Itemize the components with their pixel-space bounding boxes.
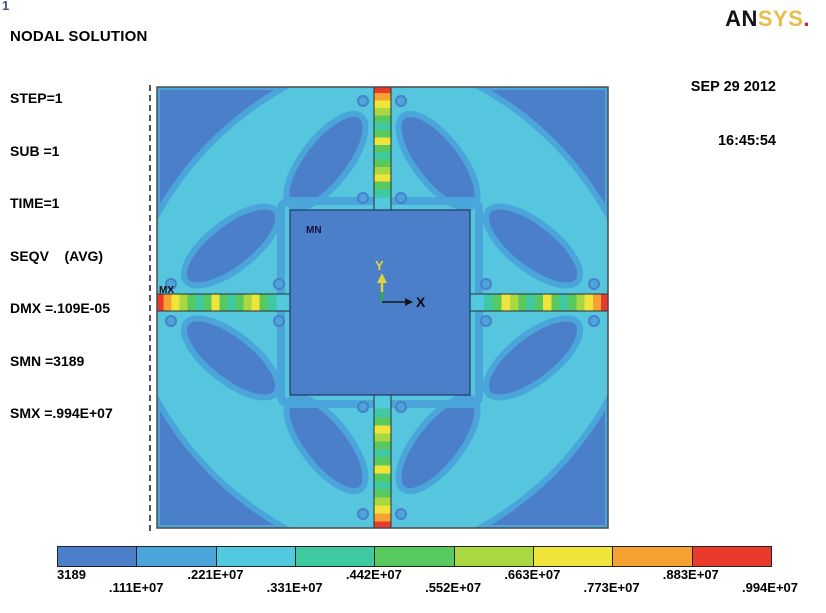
result-info-panel: STEP=1 SUB =1 TIME=1 SEQV (AVG) DMX =.10…: [10, 55, 113, 440]
info-step: STEP=1: [10, 90, 63, 106]
plot-border: [156, 86, 609, 529]
legend-segment: [137, 547, 217, 566]
corner-lobes: [157, 87, 608, 528]
beam-left: [157, 293, 291, 312]
legend-segment: [454, 547, 534, 566]
ansys-logo-an: AN: [725, 6, 758, 31]
result-header: NODAL SOLUTION: [10, 28, 148, 45]
junction-holes: [165, 95, 600, 520]
info-smx: SMX =.994E+07: [10, 405, 113, 421]
plot-canvas[interactable]: MN MX Y X: [155, 85, 610, 530]
ansys-logo: ANSYS.: [725, 6, 810, 32]
coordinate-triad: Y X: [375, 258, 426, 310]
legend-segment: [216, 547, 296, 566]
legend-value-label: .773E+07: [583, 580, 640, 595]
beam-right: [469, 293, 608, 312]
beam-bottom: [373, 394, 392, 528]
legend-value-label: .111E+07: [108, 580, 164, 595]
legend-value-label: .994E+07: [741, 580, 799, 595]
info-time: TIME=1: [10, 195, 60, 211]
plot-window-number: 1: [2, 0, 10, 13]
beam-top: [373, 87, 392, 211]
max-location-label: MX: [159, 285, 174, 296]
dashed-boundary-line: [149, 85, 151, 531]
legend-segment: [375, 547, 455, 566]
legend-value-label: .552E+07: [425, 580, 482, 595]
ansys-logo-dot: .: [803, 6, 810, 31]
info-result-item: SEQV (AVG): [10, 247, 104, 264]
low-stress-lobes: [180, 110, 584, 495]
inner-mass: [289, 209, 471, 396]
legend-segment: [692, 547, 771, 566]
legend-segment: [533, 547, 614, 566]
legend-value-label: .331E+07: [266, 580, 323, 595]
contour-plot[interactable]: MN MX Y X: [155, 85, 610, 530]
ansys-logo-sys: SYS: [757, 6, 804, 31]
legend-labels: 3189 .111E+07 .221E+07 .331E+07 .442E+07 .552…: [57, 567, 798, 599]
legend-value-label: .221E+07: [187, 567, 244, 582]
legend-value-label: .442E+07: [345, 567, 402, 582]
legend-segment: [295, 547, 376, 566]
axis-x-label: X: [416, 294, 426, 310]
info-smn: SMN =3189: [10, 352, 85, 369]
date-stamp: SEP 29 2012: [690, 79, 776, 95]
axis-y-label: Y: [375, 258, 384, 273]
info-sub: SUB =1: [10, 142, 60, 159]
time-stamp: 16:45:54: [717, 133, 776, 149]
min-location-label: MN: [306, 225, 322, 236]
datetime: SEP 29 2012 16:45:54: [691, 42, 776, 168]
legend-value-label: .663E+07: [504, 567, 561, 582]
legend-bar: [57, 546, 772, 567]
legend-segment: [613, 547, 693, 566]
legend-value-label: .883E+07: [662, 567, 719, 582]
legend-segment: [58, 547, 138, 566]
legend-value-label: 3189: [57, 567, 86, 582]
info-dmx: DMX =.109E-05: [10, 300, 110, 316]
